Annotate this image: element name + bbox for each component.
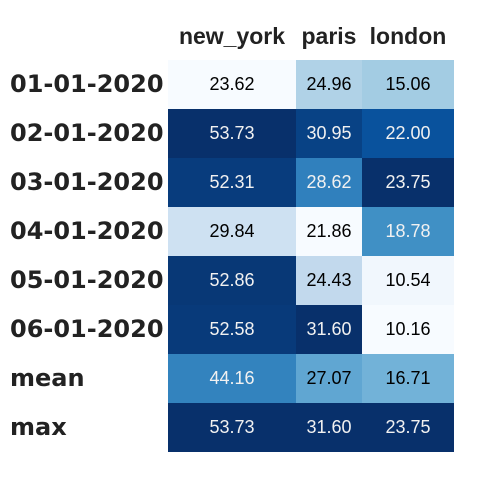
- heatmap-cell: 53.73: [168, 403, 296, 452]
- heatmap-cell: 21.86: [296, 207, 362, 256]
- heatmap-cell: 24.96: [296, 60, 362, 109]
- heatmap-cell: 52.31: [168, 158, 296, 207]
- heatmap-cell: 10.54: [362, 256, 454, 305]
- heatmap-cell: 18.78: [362, 207, 454, 256]
- column-header-new-york: new_york: [178, 23, 286, 49]
- heatmap-cell: 23.75: [362, 403, 454, 452]
- heatmap-cell: 22.00: [362, 109, 454, 158]
- heatmap-cell: 31.60: [296, 305, 362, 354]
- heatmap-cell: 31.60: [296, 403, 362, 452]
- row-label: max: [10, 413, 67, 441]
- heatmap-cell: 16.71: [362, 354, 454, 403]
- heatmap-cell: 30.95: [296, 109, 362, 158]
- heatmap-cell: 10.16: [362, 305, 454, 354]
- row-label: 06-01-2020: [10, 315, 164, 343]
- heatmap-cell: 15.06: [362, 60, 454, 109]
- row-label: mean: [10, 364, 85, 392]
- heatmap-cell: 23.62: [168, 60, 296, 109]
- column-header-london: london: [369, 23, 447, 49]
- column-header-paris: paris: [301, 23, 357, 49]
- row-label: 03-01-2020: [10, 168, 164, 196]
- heatmap-cell: 29.84: [168, 207, 296, 256]
- heatmap-cell: 28.62: [296, 158, 362, 207]
- heatmap-cell: 24.43: [296, 256, 362, 305]
- row-label: 02-01-2020: [10, 119, 164, 147]
- heatmap-cell: 53.73: [168, 109, 296, 158]
- row-label: 04-01-2020: [10, 217, 164, 245]
- heatmap-cell: 52.58: [168, 305, 296, 354]
- heatmap-cell: 52.86: [168, 256, 296, 305]
- row-label: 05-01-2020: [10, 266, 164, 294]
- row-label: 01-01-2020: [10, 70, 164, 98]
- heatmap-cell: 23.75: [362, 158, 454, 207]
- heatmap-cell: 27.07: [296, 354, 362, 403]
- heatmap-cell: 44.16: [168, 354, 296, 403]
